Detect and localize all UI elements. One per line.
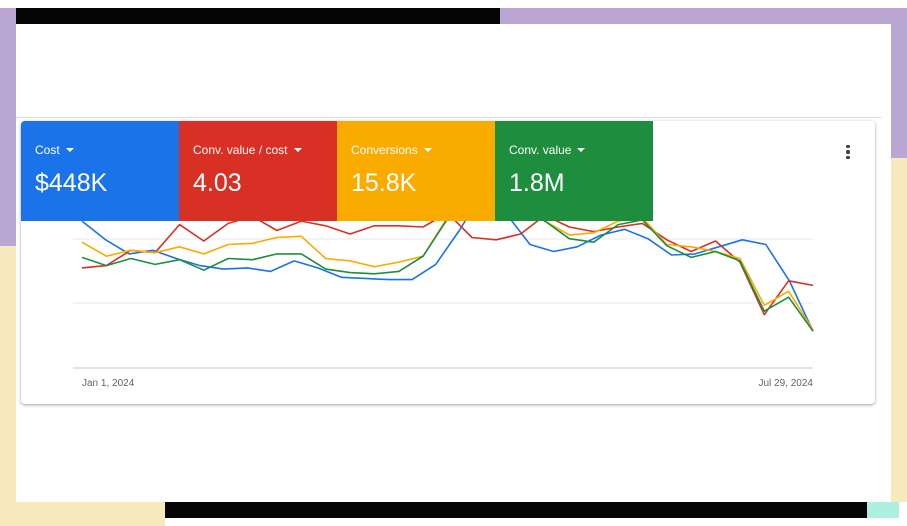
performance-card: Jan 1, 2024 Jul 29, 2024 Cost $448K Conv.… [21, 121, 875, 404]
series-line-0 [81, 191, 814, 332]
caret-down-icon [423, 148, 432, 152]
caret-down-icon [293, 148, 302, 152]
metric-value-cost: $448K [35, 169, 108, 197]
metric-label-conv-value: Conv. value [509, 143, 572, 157]
decor-band-yellow-right [891, 158, 907, 502]
metric-tab-conv-value[interactable]: Conv. value 1.8M [495, 121, 653, 221]
metric-tab-conv-value-cost-header: Conv. value / cost [193, 143, 337, 157]
metric-tab-conv-value-cost[interactable]: Conv. value / cost 4.03 [179, 121, 337, 221]
more-options-button[interactable] [837, 141, 859, 163]
decor-band-mint [867, 502, 899, 518]
metric-tab-conv-value-header: Conv. value [509, 143, 653, 157]
metric-tabs: Cost $448K Conv. value / cost 4.03 Conve… [21, 121, 653, 221]
decor-band-black-top [16, 8, 500, 24]
decor-band-yellow-bottom [0, 502, 165, 526]
decor-band-black-bottom [165, 502, 867, 518]
metric-value-conv-value: 1.8M [509, 169, 565, 197]
more-vert-icon-dot [846, 155, 850, 160]
more-vert-icon [846, 144, 850, 149]
x-axis-label-end: Jul 29, 2024 [759, 378, 814, 389]
decor-band-purple-left [0, 8, 16, 246]
metric-tab-conversions-header: Conversions [351, 143, 495, 157]
caret-down-icon [65, 148, 74, 152]
metric-tab-cost-header: Cost [35, 143, 179, 157]
decor-band-yellow-left [0, 246, 16, 526]
caret-down-icon [577, 148, 586, 152]
metric-label-cost: Cost [35, 143, 60, 157]
decor-band-purple-right [891, 8, 907, 158]
metric-label-conv-value-cost: Conv. value / cost [193, 143, 288, 157]
divider [16, 117, 881, 118]
more-vert-icon-dot [846, 150, 850, 154]
metric-tab-conversions[interactable]: Conversions 15.8K [337, 121, 495, 221]
metric-label-conversions: Conversions [351, 143, 418, 157]
metric-value-conversions: 15.8K [351, 169, 417, 197]
decor-band-purple-top [500, 8, 907, 24]
metric-value-conv-value-cost: 4.03 [193, 169, 242, 197]
x-axis-label-start: Jan 1, 2024 [82, 378, 135, 389]
metric-tab-cost[interactable]: Cost $448K [21, 121, 179, 221]
